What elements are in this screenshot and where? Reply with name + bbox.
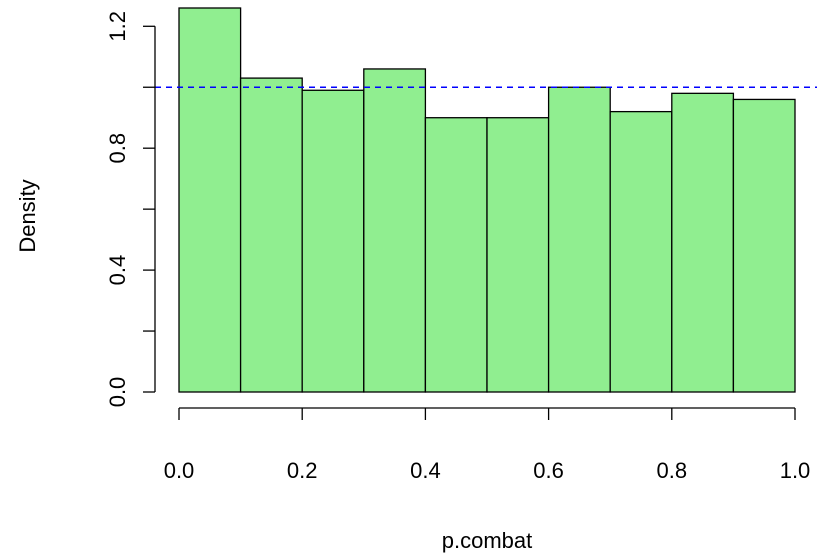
- histogram-bar-4: [424, 117, 488, 393]
- histogram-bar-3: [363, 68, 427, 393]
- x-tick-label: 0.8: [657, 458, 688, 483]
- histogram-bar-0: [178, 7, 242, 393]
- x-tick-label: 0.0: [164, 458, 195, 483]
- histogram-bar-9: [732, 98, 796, 393]
- histogram-bar-1: [239, 77, 303, 393]
- x-axis: 0.0 0.2 0.4 0.6 0.8 1.0: [164, 407, 811, 483]
- x-tick-label: 0.2: [287, 458, 318, 483]
- y-axis-title: Density: [15, 179, 40, 252]
- histogram-bar-8: [671, 92, 735, 393]
- bars-group: [178, 7, 796, 393]
- y-tick-label: 0.0: [105, 377, 130, 408]
- x-tick-label: 0.6: [533, 458, 564, 483]
- y-tick-label: 0.4: [105, 255, 130, 286]
- y-axis: 0.0 0.4 0.8 1.2: [105, 11, 156, 408]
- histogram-bar-5: [486, 117, 550, 393]
- y-tick-label: 0.8: [105, 133, 130, 164]
- histogram-bar-6: [547, 86, 611, 393]
- histogram-bar-7: [609, 110, 673, 393]
- x-axis-title: p.combat: [442, 528, 533, 553]
- histogram-bar-2: [301, 89, 365, 393]
- x-tick-label: 1.0: [780, 458, 811, 483]
- y-tick-label: 1.2: [105, 11, 130, 42]
- x-tick-label: 0.4: [410, 458, 441, 483]
